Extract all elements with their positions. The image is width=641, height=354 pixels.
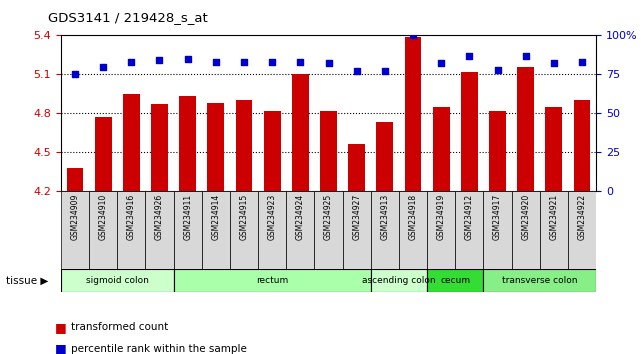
Bar [174, 269, 370, 292]
Point [379, 68, 390, 74]
Bar [61, 269, 174, 292]
Bar [545, 107, 562, 191]
Point [183, 56, 193, 62]
Text: GSM234919: GSM234919 [437, 194, 445, 240]
Bar [95, 117, 112, 191]
Text: GSM234925: GSM234925 [324, 194, 333, 240]
Bar [123, 94, 140, 191]
Point [267, 59, 278, 65]
Text: GSM234913: GSM234913 [380, 194, 389, 240]
Bar [320, 111, 337, 191]
Bar [517, 67, 534, 191]
Bar [574, 100, 590, 191]
Text: GSM234917: GSM234917 [493, 194, 502, 240]
Bar [263, 111, 281, 191]
Text: transverse colon: transverse colon [502, 276, 578, 285]
Bar [342, 191, 370, 271]
Bar [483, 269, 596, 292]
Bar [67, 168, 83, 191]
Bar [202, 191, 230, 271]
Bar [512, 191, 540, 271]
Text: GSM234909: GSM234909 [71, 194, 79, 240]
Bar [230, 191, 258, 271]
Bar [258, 191, 287, 271]
Point [126, 59, 137, 65]
Bar [315, 191, 342, 271]
Point [239, 59, 249, 65]
Bar [433, 107, 449, 191]
Bar [404, 37, 422, 191]
Text: ■: ■ [54, 321, 66, 334]
Point [577, 59, 587, 65]
Text: GSM234924: GSM234924 [296, 194, 305, 240]
Point [98, 64, 108, 69]
Bar [370, 191, 399, 271]
Bar [61, 191, 89, 271]
Text: GSM234927: GSM234927 [352, 194, 361, 240]
Point [549, 61, 559, 66]
Bar [348, 144, 365, 191]
Text: GSM234911: GSM234911 [183, 194, 192, 240]
Text: GSM234920: GSM234920 [521, 194, 530, 240]
Point [324, 61, 334, 66]
Bar [235, 100, 253, 191]
Text: GSM234926: GSM234926 [155, 194, 164, 240]
Bar [461, 72, 478, 191]
Point [436, 61, 446, 66]
Bar [370, 269, 427, 292]
Text: cecum: cecum [440, 276, 470, 285]
Text: GSM234910: GSM234910 [99, 194, 108, 240]
Bar [287, 191, 315, 271]
Point [408, 33, 418, 38]
Text: GDS3141 / 219428_s_at: GDS3141 / 219428_s_at [48, 11, 208, 24]
Bar [89, 191, 117, 271]
Point [520, 53, 531, 58]
Text: GSM234912: GSM234912 [465, 194, 474, 240]
Bar [117, 191, 146, 271]
Text: GSM234922: GSM234922 [578, 194, 587, 240]
Bar [376, 122, 394, 191]
Bar [151, 104, 168, 191]
Bar [489, 111, 506, 191]
Text: rectum: rectum [256, 276, 288, 285]
Point [464, 53, 474, 58]
Text: ascending colon: ascending colon [362, 276, 436, 285]
Bar [292, 74, 309, 191]
Text: percentile rank within the sample: percentile rank within the sample [71, 344, 246, 354]
Point [154, 57, 165, 63]
Bar [427, 191, 455, 271]
Bar [208, 103, 224, 191]
Bar [427, 269, 483, 292]
Point [70, 72, 80, 77]
Text: transformed count: transformed count [71, 322, 168, 332]
Text: ■: ■ [54, 342, 66, 354]
Point [351, 68, 362, 74]
Point [492, 67, 503, 73]
Text: GSM234921: GSM234921 [549, 194, 558, 240]
Bar [568, 191, 596, 271]
Point [296, 59, 306, 65]
Text: tissue ▶: tissue ▶ [6, 275, 49, 286]
Text: GSM234914: GSM234914 [212, 194, 221, 240]
Point [211, 59, 221, 65]
Text: GSM234916: GSM234916 [127, 194, 136, 240]
Bar [146, 191, 174, 271]
Bar [483, 191, 512, 271]
Bar [455, 191, 483, 271]
Text: GSM234918: GSM234918 [408, 194, 417, 240]
Bar [399, 191, 427, 271]
Text: GSM234923: GSM234923 [268, 194, 277, 240]
Bar [179, 96, 196, 191]
Bar [540, 191, 568, 271]
Bar [174, 191, 202, 271]
Text: GSM234915: GSM234915 [240, 194, 249, 240]
Text: sigmoid colon: sigmoid colon [86, 276, 149, 285]
